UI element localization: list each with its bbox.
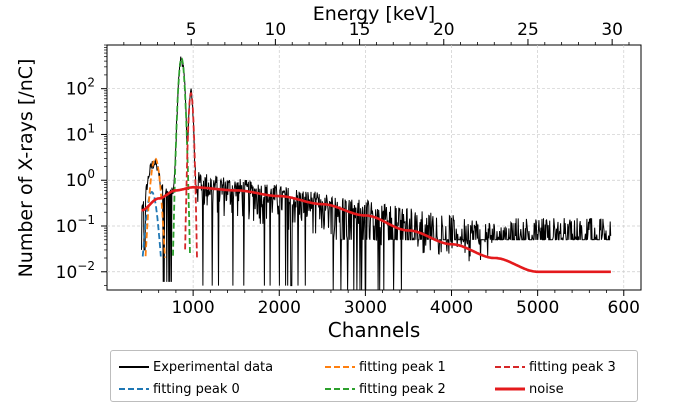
legend-item: noise bbox=[495, 380, 564, 398]
y-tick-label: 10−2 bbox=[56, 259, 95, 283]
y-tick-label: 101 bbox=[66, 121, 95, 145]
legend-swatch bbox=[495, 387, 525, 391]
x2-tick-label: 25 bbox=[517, 20, 539, 40]
x-tick-label: 4000 bbox=[430, 298, 473, 318]
legend-swatch bbox=[325, 366, 355, 368]
series-experimental-data bbox=[141, 56, 612, 291]
x-tick-label: 3000 bbox=[344, 298, 387, 318]
ticks: 1000 2000 3000 4000 5000 600 5 10 15 20 25 30 10−2 10… bbox=[56, 20, 640, 318]
x2-tick-label: 10 bbox=[265, 20, 287, 40]
legend-swatch bbox=[119, 366, 149, 368]
series-noise bbox=[141, 186, 611, 274]
x-tick-label: 2000 bbox=[258, 298, 301, 318]
series-fitting-peak-0 bbox=[141, 191, 162, 257]
legend-label: fitting peak 0 bbox=[153, 381, 240, 397]
legend-label: fitting peak 1 bbox=[359, 359, 446, 375]
legend-swatch bbox=[495, 366, 525, 368]
y-tick-label: 100 bbox=[66, 167, 95, 191]
y-tick-label: 102 bbox=[66, 76, 95, 100]
legend-item: fitting peak 3 bbox=[495, 358, 616, 376]
x2-axis-label: Energy [keV] bbox=[313, 3, 435, 25]
x-tick-label: 5000 bbox=[516, 298, 559, 318]
y-axis-label: Number of X-rays [/nC] bbox=[15, 59, 37, 278]
legend-swatch bbox=[325, 388, 355, 390]
series-fitting-peak-3 bbox=[184, 92, 198, 258]
legend-item: fitting peak 1 bbox=[325, 358, 446, 376]
legend: Experimental data fitting peak 0 fitting… bbox=[110, 350, 638, 402]
legend-label: fitting peak 3 bbox=[529, 359, 616, 375]
series bbox=[141, 56, 612, 291]
x-tick-label: 1000 bbox=[171, 298, 214, 318]
x2-tick-label: 5 bbox=[186, 20, 197, 40]
legend-item: Experimental data bbox=[119, 358, 273, 376]
legend-label: Experimental data bbox=[153, 359, 274, 375]
plot-frame bbox=[106, 44, 642, 291]
legend-swatch bbox=[119, 388, 149, 390]
x-axis-label: Channels bbox=[328, 318, 421, 342]
legend-item: fitting peak 2 bbox=[325, 380, 446, 398]
x2-tick-label: 20 bbox=[433, 20, 455, 40]
legend-label: noise bbox=[529, 381, 564, 397]
legend-label: fitting peak 2 bbox=[359, 381, 446, 397]
x2-tick-label: 30 bbox=[601, 20, 623, 40]
y-tick-label: 10−1 bbox=[56, 213, 95, 237]
x-tick-label: 600 bbox=[608, 298, 640, 318]
legend-item: fitting peak 0 bbox=[119, 380, 240, 398]
x2-tick-label: 15 bbox=[349, 20, 371, 40]
series-fitting-peak-1 bbox=[144, 157, 166, 258]
